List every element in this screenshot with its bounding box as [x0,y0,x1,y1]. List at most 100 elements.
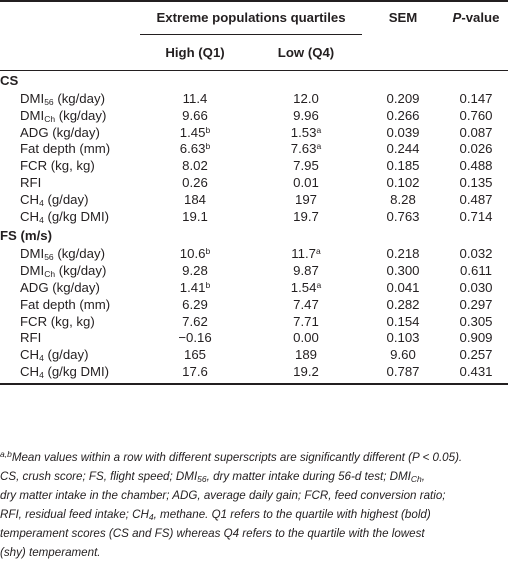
sem-value: 0.154 [386,313,420,329]
p-value: 0.135 [459,174,493,190]
q4-number: 189 [294,347,317,363]
label-subscript: 56 [44,97,54,107]
p-value: 0.147 [459,91,493,106]
p-value: 0.032 [459,246,493,262]
q4-superscript: a [316,279,322,290]
p-value: 0.026 [459,141,493,157]
label-main: DMI [20,107,45,123]
footnote-line-4: RFI, residual feed intake; CH4, methane.… [0,505,508,524]
label-main: DMI [20,91,45,106]
table-row: Fat depth (mm) 6.63b 7.63a 0.244 0.026 [0,141,508,158]
variable-label: RFI [0,330,140,347]
q1-value: 184 [140,192,250,209]
label-unit: (kg/day) [53,91,105,106]
p-value: 0.087 [459,124,493,140]
sem-value: 0.039 [386,124,420,140]
footnote-sub-ch: Ch [410,474,422,484]
q1-value: 165 [140,347,250,364]
label-main: CH [20,208,40,224]
table-row: CH4 (g/day) 184 197 8.28 0.487 [0,192,508,209]
sem-value: 0.041 [386,279,420,295]
q1-superscript: b [205,124,211,135]
table-row: DMI56 (kg/day) 11.4 12.0 0.209 0.147 [0,91,508,108]
label-main: FCR (kg, kg) [20,158,95,174]
q4-value: 7.95 [250,158,362,175]
q1-value: 0.26 [140,175,250,192]
footnote-line-3: dry matter intake in the chamber; ADG, a… [0,489,446,502]
table-row: CH4 (g/kg DMI) 19.1 19.7 0.763 0.714 [0,209,508,226]
p-letter: P [452,9,462,25]
table-row: ADG (kg/day) 1.45b 1.53a 0.039 0.087 [0,125,508,142]
q4-value: 7.63a [250,141,362,158]
table-row: DMICh (kg/day) 9.28 9.87 0.300 0.611 [0,263,508,280]
variable-label: FCR (kg, kg) [0,158,140,175]
q1-number: 8.02 [182,158,208,174]
q1-value: 17.6 [140,364,250,381]
label-main: CH [20,347,40,363]
q4-number: 1.54 [290,279,317,295]
label-main: ADG (kg/day) [20,124,100,140]
label-subscript: 4 [39,353,44,364]
q1-number: 9.66 [182,107,208,123]
q1-number: 184 [183,191,206,207]
table-body: Extreme populations quartiles SEM P-valu… [0,9,508,381]
table-bottom-rule [0,383,508,385]
p-value: 0.431 [459,363,493,379]
q1-number: 11.4 [182,91,208,106]
label-unit: (kg/day) [55,263,107,279]
footnote-text-4b: , methane. Q1 refers to the quartile wit… [153,508,431,521]
label-main: Fat depth (mm) [20,296,111,312]
q1-value: 19.1 [140,209,250,226]
q4-value: 12.0 [250,91,362,108]
q4-superscript: a [316,124,322,135]
q1-number: 10.6 [179,246,206,262]
q4-number: 7.71 [293,313,319,329]
footnote-text-2: CS, crush score; FS, flight speed; DMI [0,470,198,483]
sem-value: 0.185 [386,158,420,174]
label-unit: (g/kg DMI) [43,363,110,379]
p-value: 0.030 [459,279,493,295]
label-main: DMI [20,246,45,262]
label-main: FCR (kg, kg) [20,313,95,329]
q4-number: 197 [294,191,317,207]
q1-value: 8.02 [140,158,250,175]
q4-value: 1.54a [250,280,362,297]
table-row: FCR (kg, kg) 7.62 7.71 0.154 0.305 [0,314,508,331]
variable-label: CH4 (g/day) [0,347,140,364]
q4-value: 11.7a [250,246,362,263]
q4-value: 0.00 [250,330,362,347]
table-row: DMI56 (kg/day) 10.6b 11.7a 0.218 0.032 [0,246,508,263]
footnote-sub-4: 4 [148,512,154,522]
q4-number: 7.63 [290,141,317,157]
results-table: Extreme populations quartiles SEM P-valu… [0,9,508,381]
q1-number: 165 [183,347,206,363]
section-title: CS [0,73,19,88]
footnote-line-1: a,bMean values within a row with differe… [0,448,508,467]
label-main: Fat depth (mm) [20,141,111,157]
q1-superscript: b [205,246,211,257]
section-header-row: CS [0,70,508,91]
table-row: CH4 (g/day) 165 189 9.60 0.257 [0,347,508,364]
sem-value: 0.103 [386,330,420,346]
label-subscript: Ch [44,269,56,280]
q1-superscript: b [205,279,211,290]
variable-label: DMICh (kg/day) [0,263,140,280]
group-underline [140,34,362,35]
q1-value: 1.45b [140,125,250,142]
q4-value: 7.47 [250,297,362,314]
q4-number: 9.96 [293,107,319,123]
footnote-line-5: temperament scores (CS and FS) whereas Q… [0,527,425,540]
q1-number: 6.29 [182,296,208,312]
q1-number: 1.41 [179,279,206,295]
q1-header: High (Q1) [165,44,225,60]
top-rule [0,0,508,2]
variable-label: DMI56 (kg/day) [0,246,140,263]
variable-label: RFI [0,175,140,192]
label-subscript: 56 [44,252,54,263]
table-row: FCR (kg, kg) 8.02 7.95 0.185 0.488 [0,158,508,175]
label-subscript: 4 [39,214,44,225]
label-main: CH [20,191,40,207]
sem-header: SEM [388,9,418,25]
q4-number: 19.7 [293,208,319,224]
q1-value: 6.29 [140,297,250,314]
